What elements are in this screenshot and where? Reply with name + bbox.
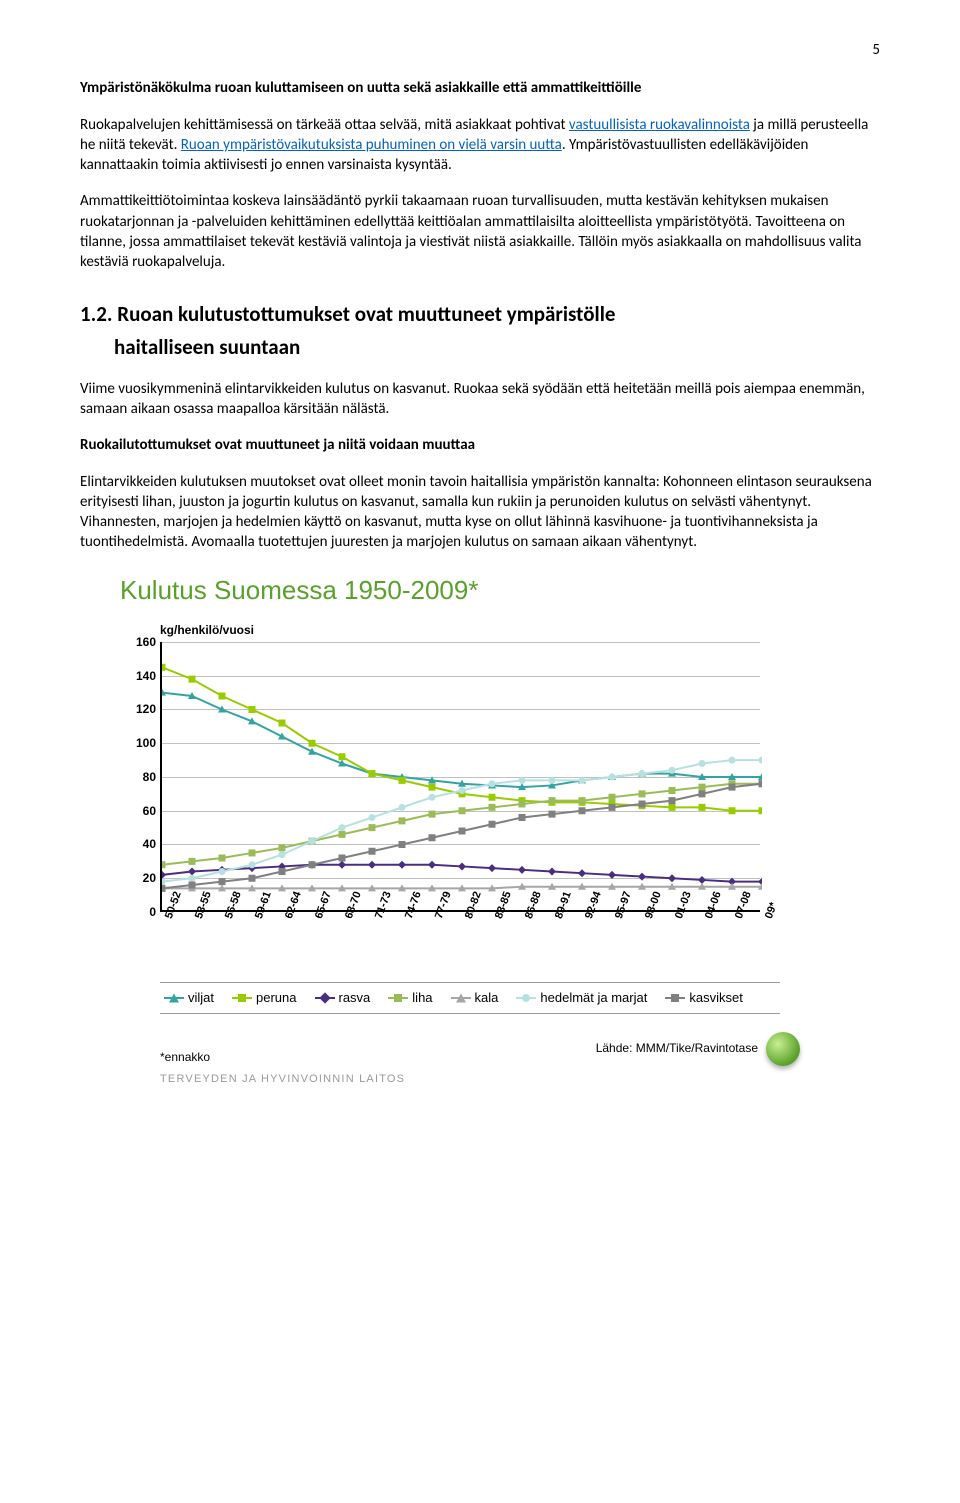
x-tick-label: 09* <box>762 900 782 921</box>
chart-title: Kulutus Suomessa 1950-2009* <box>120 573 880 608</box>
y-tick-label: 60 <box>126 803 156 819</box>
chart-legend: viljat peruna rasva liha kala hedelmät ja mar… <box>160 982 780 1014</box>
paragraph-2: Ammattikeittiötoimintaa koskeva lainsääd… <box>80 191 880 272</box>
legend-item: rasva <box>315 989 371 1007</box>
h2-line-2: haitalliseen suuntaan <box>80 333 880 361</box>
y-tick-label: 40 <box>126 836 156 852</box>
legend-item: kala <box>451 989 499 1007</box>
y-tick-label: 140 <box>126 668 156 684</box>
h2-line-1: 1.2. Ruoan kulutustottumukset ovat muutt… <box>80 300 880 328</box>
legend-item: kasvikset <box>665 989 742 1007</box>
link-ymparistovaikutuksista[interactable]: Ruoan ympäristövaikutuksista puhuminen o… <box>181 136 562 154</box>
y-tick-label: 0 <box>126 904 156 920</box>
y-tick-label: 160 <box>126 634 156 650</box>
legend-item: viljat <box>164 989 214 1007</box>
link-vastuullisista[interactable]: vastuullisista ruokavalinnoista <box>569 116 750 134</box>
footnote-ennakko: *ennakko <box>160 1049 210 1065</box>
paragraph-3: Viime vuosikymmeninä elintarvikkeiden ku… <box>80 379 880 420</box>
legend-item: liha <box>388 989 432 1007</box>
chart-source: Lähde: MMM/Tike/Ravintotase <box>596 1040 758 1056</box>
legend-item: peruna <box>232 989 296 1007</box>
y-tick-label: 100 <box>126 735 156 751</box>
page-number: 5 <box>80 40 880 60</box>
paragraph-4: Elintarvikkeiden kulutuksen muutokset ov… <box>80 472 880 553</box>
y-tick-label: 20 <box>126 870 156 886</box>
section-heading-2: Ruokailutottumukset ovat muuttuneet ja n… <box>80 435 880 455</box>
section-heading-1: Ympäristönäkökulma ruoan kuluttamiseen o… <box>80 78 880 98</box>
p1-text-a: Ruokapalvelujen kehittämisessä on tärkeä… <box>80 116 569 134</box>
paragraph-1: Ruokapalvelujen kehittämisessä on tärkeä… <box>80 115 880 176</box>
chart-footer: *ennakko Lähde: MMM/Tike/Ravintotase <box>160 1032 800 1066</box>
y-axis-label: kg/henkilö/vuosi <box>160 622 880 638</box>
organization-name: TERVEYDEN JA HYVINVOINNIN LAITOS <box>160 1072 880 1087</box>
chart-plot-area: 020406080100120140160 <box>160 642 760 912</box>
leaf-icon <box>766 1032 800 1066</box>
consumption-chart: Kulutus Suomessa 1950-2009* kg/henkilö/v… <box>120 573 880 1087</box>
y-tick-label: 120 <box>126 701 156 717</box>
x-axis-ticks: 50-5253-5556-5859-6162-6465-6768-7071-73… <box>160 912 760 972</box>
legend-item: hedelmät ja marjat <box>516 989 647 1007</box>
y-tick-label: 80 <box>126 769 156 785</box>
